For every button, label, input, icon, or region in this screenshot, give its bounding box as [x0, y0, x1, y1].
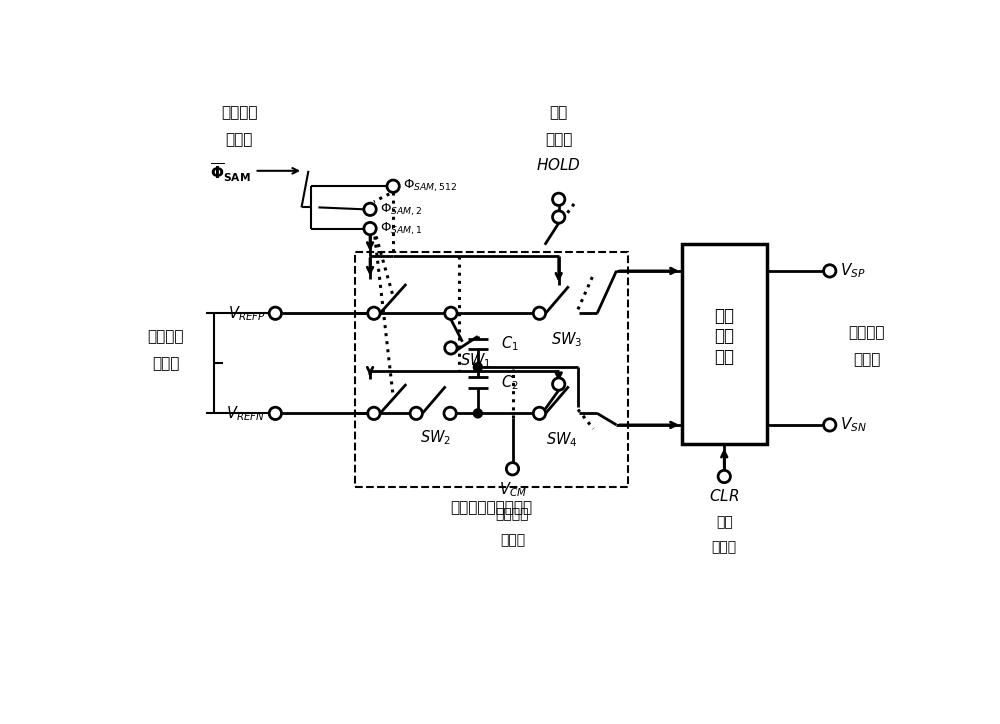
Circle shape — [553, 211, 565, 223]
Circle shape — [506, 463, 519, 475]
Circle shape — [368, 407, 380, 419]
Text: $SW_4$: $SW_4$ — [546, 430, 577, 449]
Circle shape — [364, 203, 376, 216]
Text: $V_{REFP}$: $V_{REFP}$ — [228, 304, 265, 323]
Circle shape — [368, 307, 380, 319]
Circle shape — [533, 307, 546, 319]
Text: $\Phi_{SAM,512}$: $\Phi_{SAM,512}$ — [403, 178, 457, 195]
Text: $V_{CM}$: $V_{CM}$ — [499, 480, 526, 499]
Circle shape — [553, 378, 565, 390]
Text: $SW_1$: $SW_1$ — [460, 352, 491, 371]
Circle shape — [269, 407, 282, 419]
Text: $V_{SP}$: $V_{SP}$ — [840, 261, 865, 280]
Text: 矢量相位: 矢量相位 — [221, 106, 257, 121]
Text: $\Phi_{SAM,1}$: $\Phi_{SAM,1}$ — [380, 220, 423, 237]
Circle shape — [387, 180, 399, 193]
Text: $HOLD$: $HOLD$ — [536, 157, 581, 174]
Text: 保持: 保持 — [550, 106, 568, 121]
Circle shape — [444, 407, 456, 419]
Text: $C_2$: $C_2$ — [501, 373, 519, 392]
Circle shape — [445, 342, 457, 354]
Circle shape — [473, 363, 482, 371]
Text: 参考采样鉴相器单元: 参考采样鉴相器单元 — [450, 500, 532, 515]
Circle shape — [364, 222, 376, 235]
Circle shape — [718, 471, 730, 483]
Text: $\Phi_{SAM,2}$: $\Phi_{SAM,2}$ — [380, 201, 423, 217]
Text: 输入端: 输入端 — [225, 132, 253, 148]
Circle shape — [553, 193, 565, 206]
Text: 输出端: 输出端 — [853, 352, 880, 367]
Text: 共模电压: 共模电压 — [496, 508, 529, 521]
Text: 均值电压: 均值电压 — [848, 325, 885, 340]
Circle shape — [824, 418, 836, 431]
Bar — [355, 252, 628, 487]
Circle shape — [410, 407, 422, 419]
Text: $V_{SN}$: $V_{SN}$ — [840, 416, 867, 434]
Text: 输入端: 输入端 — [712, 540, 737, 555]
Text: 清零
复位
模块: 清零 复位 模块 — [714, 306, 734, 366]
Circle shape — [446, 309, 455, 318]
Text: 控制端: 控制端 — [545, 132, 572, 148]
Text: 参考时钟: 参考时钟 — [148, 329, 184, 344]
Text: 复位: 复位 — [716, 515, 733, 529]
Text: $SW_3$: $SW_3$ — [551, 330, 582, 349]
Text: $\mathbf{\overline{\Phi}_{SAM}}$: $\mathbf{\overline{\Phi}_{SAM}}$ — [210, 162, 251, 185]
Circle shape — [445, 307, 457, 319]
Text: 输入端: 输入端 — [500, 533, 525, 547]
Circle shape — [824, 265, 836, 277]
Circle shape — [473, 409, 482, 418]
Text: $CLR$: $CLR$ — [709, 488, 739, 504]
Text: $C_1$: $C_1$ — [501, 334, 519, 353]
Circle shape — [269, 307, 282, 319]
Text: $SW_2$: $SW_2$ — [420, 429, 451, 447]
Circle shape — [533, 407, 546, 419]
Text: $V_{REFN}$: $V_{REFN}$ — [226, 404, 265, 423]
Text: 输入端: 输入端 — [152, 355, 180, 371]
Bar — [682, 244, 767, 444]
